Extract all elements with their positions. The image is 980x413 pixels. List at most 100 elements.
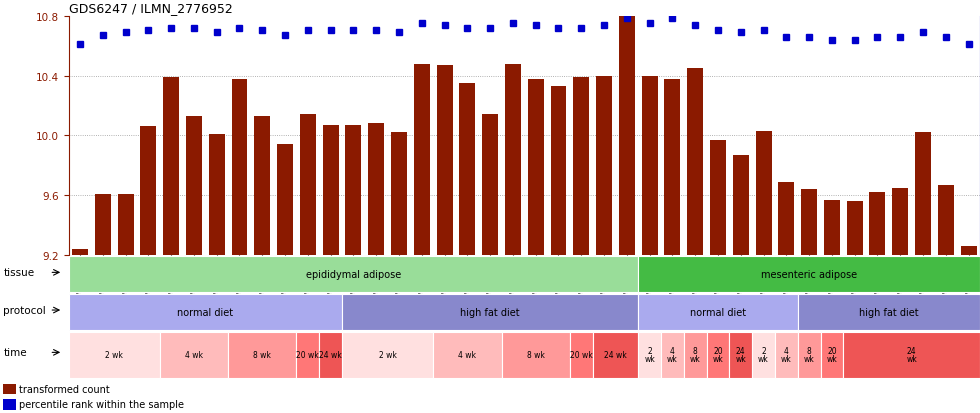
Bar (69, 294, 342, 330)
Bar (729, 332, 752, 378)
Text: mesenteric adipose: mesenteric adipose (761, 270, 858, 280)
Text: percentile rank within the sample: percentile rank within the sample (20, 399, 184, 409)
Bar (342, 294, 638, 330)
Bar (95, 195, 111, 256)
Bar (69, 332, 160, 378)
Bar (960, 247, 977, 256)
Bar (4, 399, 16, 410)
Bar (687, 69, 704, 256)
Text: 4 wk: 4 wk (185, 350, 203, 359)
Bar (892, 188, 908, 256)
Bar (72, 250, 88, 256)
Bar (254, 117, 270, 256)
Bar (414, 64, 430, 256)
Bar (368, 124, 384, 256)
Bar (277, 145, 293, 256)
Bar (573, 78, 589, 256)
Bar (391, 133, 407, 256)
Bar (118, 195, 133, 256)
Text: 4 wk: 4 wk (459, 350, 476, 359)
Bar (319, 332, 342, 378)
Bar (231, 79, 248, 256)
Text: protocol: protocol (4, 305, 46, 315)
Text: normal diet: normal diet (177, 307, 233, 317)
Text: 2 wk: 2 wk (378, 350, 397, 359)
Bar (638, 332, 661, 378)
Text: 8
wk: 8 wk (690, 347, 701, 363)
Text: 8 wk: 8 wk (254, 350, 271, 359)
Bar (296, 332, 319, 378)
Bar (733, 156, 749, 256)
Text: transformed count: transformed count (20, 384, 110, 394)
Bar (69, 256, 638, 293)
Bar (596, 76, 612, 256)
Bar (300, 115, 316, 256)
Text: 8 wk: 8 wk (527, 350, 545, 359)
Bar (322, 126, 339, 256)
Bar (820, 332, 843, 378)
Bar (342, 332, 433, 378)
Bar (938, 185, 954, 256)
Bar (186, 117, 202, 256)
Bar (433, 332, 502, 378)
Bar (228, 332, 296, 378)
Text: 2 wk: 2 wk (105, 350, 123, 359)
Bar (915, 133, 931, 256)
Text: 20 wk: 20 wk (297, 350, 319, 359)
Text: 24 wk: 24 wk (604, 350, 627, 359)
Text: 24
wk: 24 wk (906, 347, 917, 363)
Bar (778, 183, 795, 256)
Bar (551, 87, 566, 256)
Text: epididymal adipose: epididymal adipose (306, 270, 401, 280)
Bar (527, 79, 544, 256)
Bar (4, 384, 16, 394)
Bar (775, 332, 798, 378)
Bar (710, 141, 726, 256)
Bar (642, 76, 658, 256)
Bar (843, 332, 980, 378)
Text: time: time (4, 347, 27, 358)
Text: 8
wk: 8 wk (804, 347, 814, 363)
Bar (801, 190, 817, 256)
Bar (824, 200, 840, 256)
Bar (570, 332, 593, 378)
Bar (661, 332, 684, 378)
Text: high fat diet: high fat diet (461, 307, 520, 317)
Text: 20
wk: 20 wk (826, 347, 837, 363)
Bar (209, 135, 224, 256)
Bar (638, 256, 980, 293)
Text: 4
wk: 4 wk (667, 347, 678, 363)
Bar (664, 79, 680, 256)
Bar (618, 17, 635, 256)
Text: 24 wk: 24 wk (319, 350, 342, 359)
Bar (869, 193, 886, 256)
Text: 2
wk: 2 wk (644, 347, 655, 363)
Bar (798, 332, 820, 378)
Text: 4
wk: 4 wk (781, 347, 792, 363)
Text: 24
wk: 24 wk (735, 347, 746, 363)
Bar (684, 332, 707, 378)
Bar (753, 332, 775, 378)
Bar (798, 294, 980, 330)
Bar (707, 332, 729, 378)
Bar (505, 64, 521, 256)
Bar (502, 332, 570, 378)
Text: GDS6247 / ILMN_2776952: GDS6247 / ILMN_2776952 (69, 2, 232, 15)
Text: tissue: tissue (4, 268, 34, 278)
Bar (345, 126, 362, 256)
Bar (436, 66, 453, 256)
Bar (140, 127, 157, 256)
Text: normal diet: normal diet (690, 307, 746, 317)
Bar (460, 84, 475, 256)
Text: 2
wk: 2 wk (759, 347, 769, 363)
Bar (593, 332, 638, 378)
Bar (482, 115, 498, 256)
Bar (756, 132, 771, 256)
Text: 20 wk: 20 wk (570, 350, 593, 359)
Bar (160, 332, 228, 378)
Text: high fat diet: high fat diet (859, 307, 918, 317)
Bar (638, 294, 798, 330)
Bar (163, 78, 179, 256)
Bar (847, 202, 862, 256)
Text: 20
wk: 20 wk (712, 347, 723, 363)
